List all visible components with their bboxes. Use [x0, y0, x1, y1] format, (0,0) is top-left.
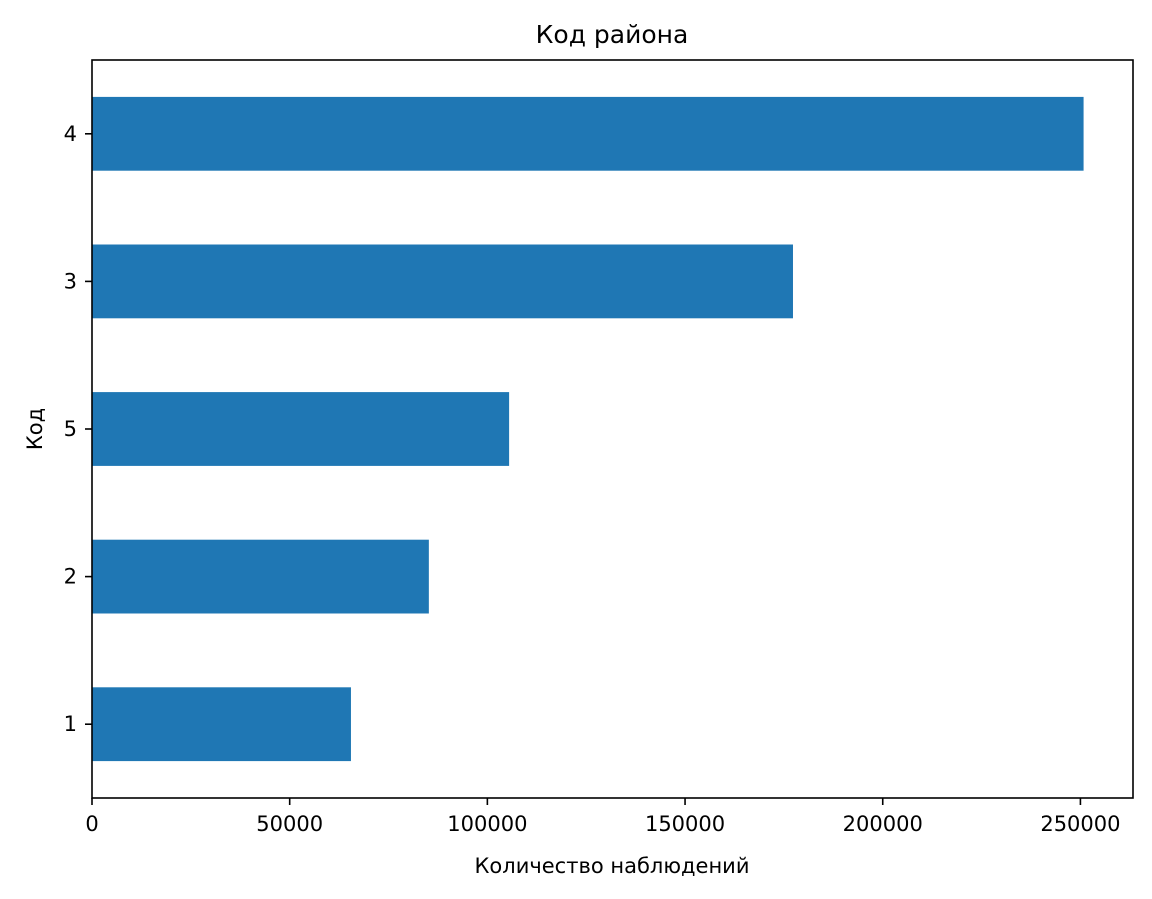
y-axis-label: Код	[23, 408, 47, 450]
x-tick-label: 250000	[1040, 812, 1120, 836]
bar-2	[92, 539, 429, 614]
y-tick-label: 3	[64, 269, 77, 293]
y-tick-label: 1	[64, 712, 77, 736]
x-tick-label: 100000	[447, 812, 527, 836]
x-tick-label: 200000	[843, 812, 923, 836]
y-tick-label: 5	[64, 417, 77, 441]
chart-title: Код района	[536, 20, 689, 49]
x-tick-label: 0	[85, 812, 98, 836]
x-tick-label: 150000	[645, 812, 725, 836]
x-tick-label: 50000	[256, 812, 323, 836]
bar-5	[92, 392, 510, 466]
bar-1	[92, 687, 351, 762]
y-tick-label: 2	[64, 565, 77, 589]
bars-layer	[92, 96, 1084, 762]
y-axis-ticks: 1 2 5 3 4	[64, 122, 92, 736]
x-axis-label: Количество наблюдений	[475, 854, 750, 878]
bar-4	[92, 96, 1084, 171]
y-tick-label: 4	[64, 122, 77, 146]
x-axis-ticks: 0 50000 100000 150000 200000 250000	[85, 798, 1121, 836]
bar-3	[92, 244, 793, 319]
